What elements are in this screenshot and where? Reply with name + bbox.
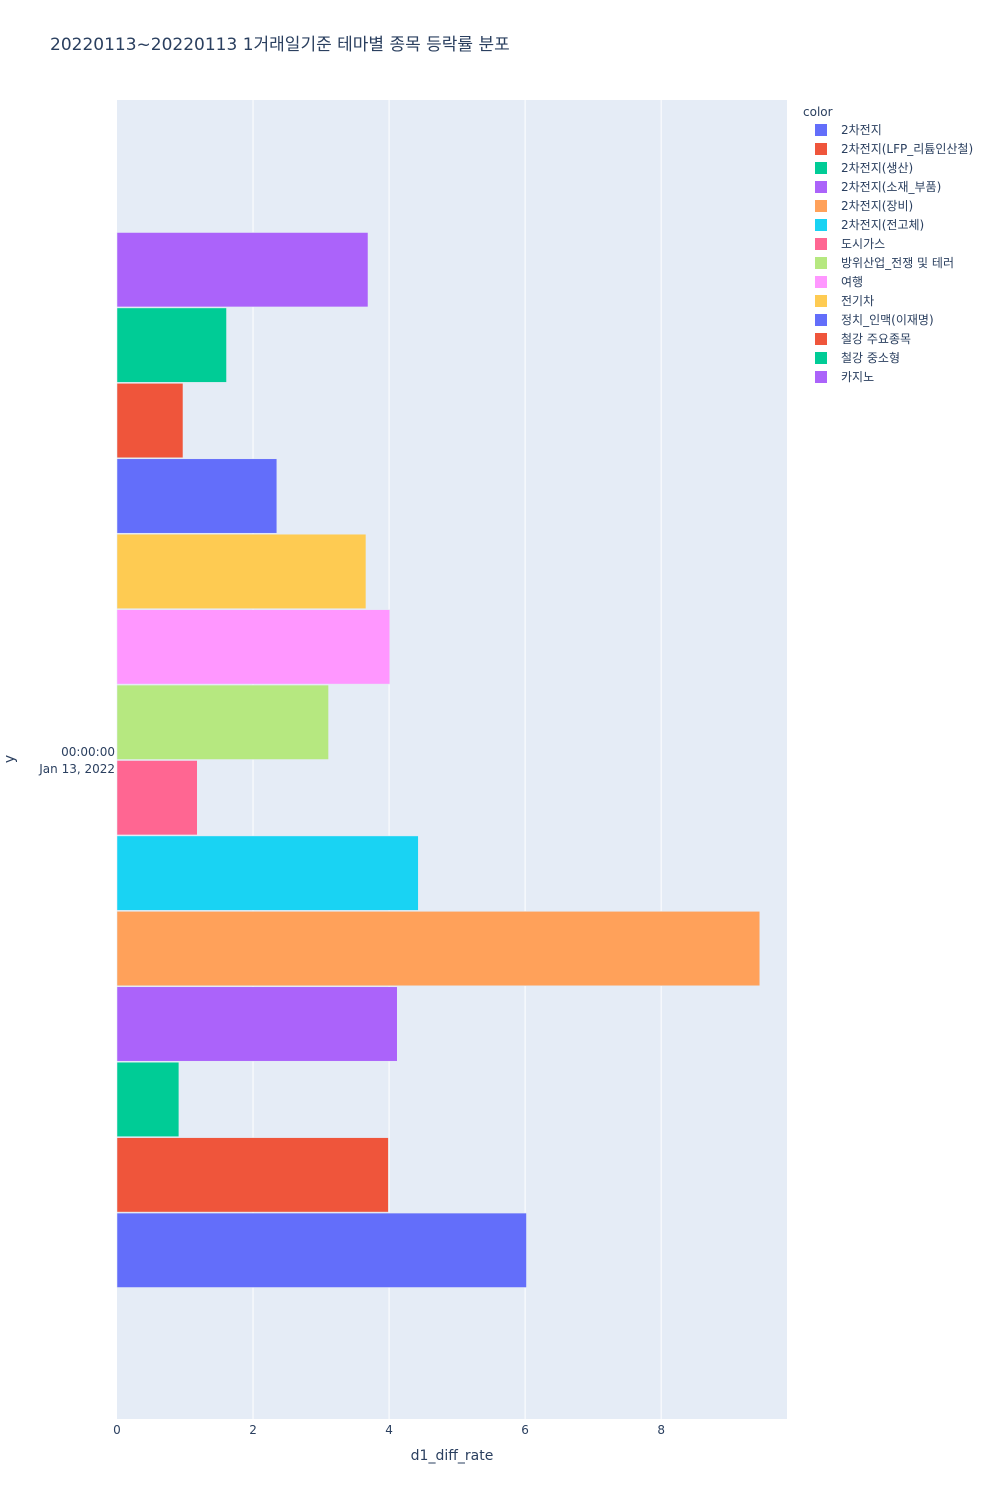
legend-label-정치-인맥-이재명[interactable]: 정치_인맥(이재명): [841, 313, 934, 327]
y-tick-label-time: 00:00:00: [61, 745, 115, 759]
legend-swatch-2차전지[interactable]: [815, 124, 827, 136]
bar-2차전지: [116, 1212, 527, 1288]
legend-label-방위산업-전쟁-및-테러[interactable]: 방위산업_전쟁 및 테러: [841, 256, 954, 270]
bars: [116, 232, 761, 1288]
legend-swatch-철강-중소형[interactable]: [815, 352, 827, 364]
legend-label-2차전지[interactable]: 2차전지: [841, 123, 882, 137]
bar-2차전지-장비: [116, 911, 761, 987]
bar-정치-인맥-이재명: [116, 458, 278, 534]
bar-철강-중소형: [116, 307, 227, 383]
legend: color 2차전지 2차전지(LFP_리튬인산철) 2차전지(생산) 2차전지(소재…: [803, 105, 973, 384]
legend-swatch-2차전지-생산[interactable]: [815, 162, 827, 174]
x-tick-label-8: 8: [657, 1423, 665, 1437]
x-axis-title: d1_diff_rate: [411, 1448, 494, 1464]
legend-label-철강-주요종목[interactable]: 철강 주요종목: [841, 332, 911, 346]
bar-여행: [116, 609, 391, 685]
bar-2차전지-생산: [116, 1061, 180, 1137]
legend-label-2차전지-생산[interactable]: 2차전지(생산): [841, 161, 913, 175]
legend-swatch-여행[interactable]: [815, 276, 827, 288]
legend-label-2차전지-전고체[interactable]: 2차전지(전고체): [841, 218, 924, 232]
legend-title: color: [803, 105, 833, 119]
legend-label-카지노[interactable]: 카지노: [841, 370, 874, 384]
legend-label-전기차[interactable]: 전기차: [841, 294, 874, 308]
bar-철강-주요종목: [116, 383, 184, 459]
legend-swatch-2차전지-장비[interactable]: [815, 200, 827, 212]
legend-swatch-카지노[interactable]: [815, 371, 827, 383]
x-tick-labels: 0 2 4 6 8: [113, 1423, 665, 1437]
legend-swatch-전기차[interactable]: [815, 295, 827, 307]
x-tick-label-2: 2: [249, 1423, 257, 1437]
bar-도시가스: [116, 760, 198, 836]
y-axis-title: y: [2, 755, 18, 763]
bar-2차전지-전고체: [116, 835, 419, 911]
chart-title: 20220113~20220113 1거래일기준 테마별 종목 등락률 분포: [50, 35, 510, 55]
legend-label-여행[interactable]: 여행: [841, 274, 863, 289]
bar-방위산업-전쟁-및-테러: [116, 684, 329, 760]
y-tick-label-date: Jan 13, 2022: [38, 762, 115, 776]
legend-swatch-2차전지-전고체[interactable]: [815, 219, 827, 231]
bar-전기차: [116, 533, 367, 609]
x-tick-label-6: 6: [521, 1423, 529, 1437]
bar-2차전지-lfp-리튬인산철: [116, 1137, 389, 1213]
x-tick-label-4: 4: [385, 1423, 393, 1437]
x-tick-label-0: 0: [113, 1423, 121, 1437]
bar-카지노: [116, 232, 369, 308]
legend-label-도시가스[interactable]: 도시가스: [841, 237, 885, 251]
legend-swatch-도시가스[interactable]: [815, 238, 827, 250]
legend-label-2차전지-lfp-리튬인산철[interactable]: 2차전지(LFP_리튬인산철): [841, 142, 973, 156]
legend-label-2차전지-소재-부품[interactable]: 2차전지(소재_부품): [841, 180, 941, 194]
legend-swatch-방위산업-전쟁-및-테러[interactable]: [815, 257, 827, 269]
bar-2차전지-소재-부품: [116, 986, 398, 1062]
legend-swatch-정치-인맥-이재명[interactable]: [815, 314, 827, 326]
legend-swatch-2차전지-lfp-리튬인산철[interactable]: [815, 143, 827, 155]
legend-label-2차전지-장비[interactable]: 2차전지(장비): [841, 199, 913, 213]
legend-swatch-2차전지-소재-부품[interactable]: [815, 181, 827, 193]
legend-label-철강-중소형[interactable]: 철강 중소형: [841, 351, 900, 365]
legend-swatch-철강-주요종목[interactable]: [815, 333, 827, 345]
